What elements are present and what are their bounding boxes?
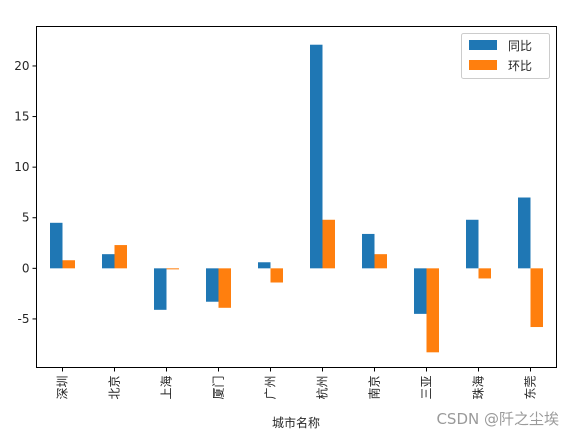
bar-mom bbox=[270, 268, 283, 283]
x-axis-label: 城市名称 bbox=[272, 415, 320, 430]
bar-mom bbox=[62, 260, 75, 269]
y-tick-label: 5 bbox=[22, 211, 30, 225]
bar-yoy bbox=[258, 262, 271, 269]
bar-mom bbox=[426, 268, 439, 353]
bar-mom bbox=[322, 219, 335, 269]
bar-mom bbox=[478, 268, 491, 279]
x-tick-label: 南京 bbox=[367, 376, 382, 400]
legend-swatch bbox=[469, 60, 497, 70]
legend-label: 环比 bbox=[508, 59, 532, 73]
bar-yoy bbox=[206, 268, 219, 302]
bars bbox=[50, 44, 543, 353]
bar-yoy bbox=[310, 44, 323, 269]
legend-label: 同比 bbox=[508, 39, 532, 53]
bar-yoy bbox=[102, 254, 115, 269]
y-tick-label: 0 bbox=[22, 261, 30, 275]
bar-mom bbox=[530, 268, 543, 328]
y-axis: -5 0 5 10 15 20 bbox=[14, 59, 37, 326]
x-tick-label: 深圳 bbox=[56, 376, 70, 400]
y-tick-label: 20 bbox=[14, 59, 29, 73]
watermark: CSDN @阡之尘埃 bbox=[436, 410, 559, 428]
x-tick-label: 厦门 bbox=[211, 376, 226, 400]
x-tick-label: 杭州 bbox=[315, 376, 330, 400]
bar-yoy bbox=[518, 197, 531, 269]
bar-yoy bbox=[414, 268, 427, 314]
y-tick-label: 10 bbox=[14, 160, 29, 174]
x-tick-label: 上海 bbox=[159, 376, 174, 400]
bar-mom bbox=[166, 268, 179, 270]
x-tick-label: 珠海 bbox=[471, 376, 486, 400]
bar-yoy bbox=[362, 233, 375, 269]
x-tick-label: 广州 bbox=[264, 376, 278, 400]
x-tick-label: 东莞 bbox=[524, 376, 538, 400]
y-tick-label: -5 bbox=[18, 312, 30, 326]
bar-yoy bbox=[466, 219, 479, 269]
x-axis: 深圳 北京 上海 厦门 广州 杭州 南京 三亚 珠海 东莞 bbox=[56, 367, 538, 400]
bar-yoy bbox=[154, 268, 167, 310]
legend-swatch bbox=[469, 40, 497, 50]
bar-mom bbox=[218, 268, 231, 308]
bar-yoy bbox=[50, 222, 63, 269]
bar-mom bbox=[114, 245, 127, 269]
x-tick-label: 三亚 bbox=[420, 376, 434, 400]
bar-mom bbox=[374, 254, 387, 269]
y-tick-label: 15 bbox=[14, 110, 29, 124]
x-tick-label: 北京 bbox=[108, 376, 122, 400]
plot-frame bbox=[36, 26, 557, 368]
